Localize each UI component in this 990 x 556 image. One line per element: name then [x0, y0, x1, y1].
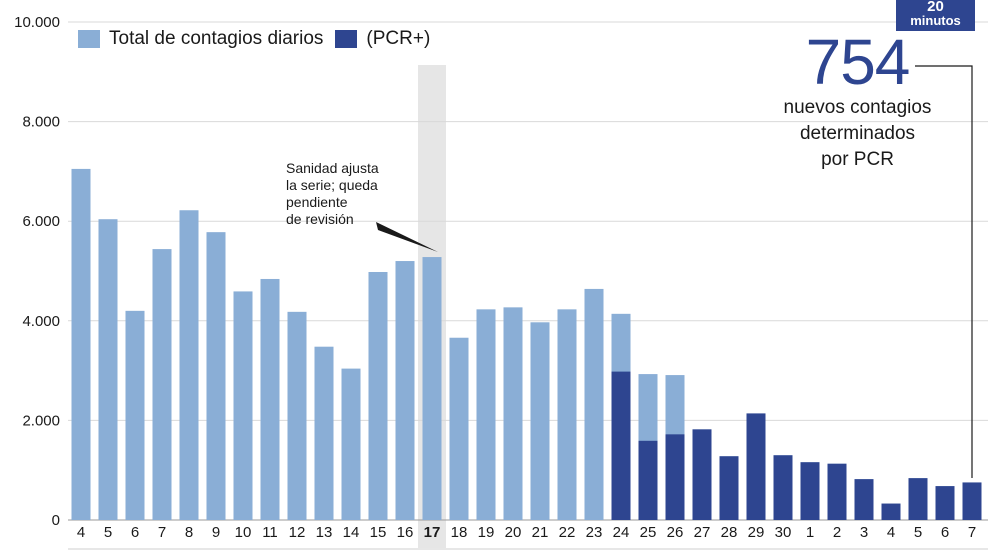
bar-total: [179, 210, 199, 520]
x-tick-label: 9: [212, 524, 220, 541]
note-pointer: [376, 222, 438, 252]
bar-pcr: [692, 429, 712, 520]
callout-text-3: por PCR: [821, 149, 894, 170]
x-tick-label: 1: [806, 524, 814, 541]
revision-note: Sanidad ajusta la serie; queda pendiente…: [286, 160, 416, 228]
legend-swatch-total: [78, 30, 100, 48]
x-tick-label: 3: [860, 524, 868, 541]
bar-pcr: [665, 434, 685, 520]
bar-total: [422, 257, 442, 520]
x-tick-label: 12: [289, 524, 306, 541]
bar-total: [206, 232, 226, 520]
legend-item-total: Total de contagios diarios: [78, 28, 323, 50]
x-tick-label: 2: [833, 524, 841, 541]
brand-logo-text: minutos: [910, 13, 961, 28]
y-tick-label: 8.000: [22, 114, 60, 131]
bar-total: [503, 307, 523, 520]
bar-total: [233, 291, 253, 520]
x-tick-label: 15: [370, 524, 387, 541]
x-tick-label: 18: [451, 524, 468, 541]
bar-total: [368, 271, 388, 520]
bar-pcr: [962, 482, 982, 520]
x-tick-label: 24: [613, 524, 630, 541]
bar-total: [557, 309, 577, 520]
x-tick-label: 20: [505, 524, 522, 541]
bar-pcr: [854, 479, 874, 520]
note-line-1: Sanidad ajusta: [286, 160, 379, 176]
bar-pcr: [719, 456, 739, 520]
note-line-4: de revisión: [286, 211, 354, 227]
bar-pcr: [773, 455, 793, 520]
x-tick-label: 5: [104, 524, 112, 541]
bar-pcr: [638, 440, 658, 520]
note-line-3: pendiente: [286, 194, 348, 210]
bar-total: [260, 278, 280, 520]
callout-number: 754: [805, 26, 911, 98]
x-tick-label: 13: [316, 524, 333, 541]
bar-total: [314, 346, 334, 520]
legend-swatch-pcr: [335, 30, 358, 48]
x-tick-label: 17: [424, 524, 441, 541]
x-tick-label: 8: [185, 524, 193, 541]
y-tick-label: 2.000: [22, 412, 60, 429]
callout-text-2: determinados: [799, 123, 916, 144]
callout-leader-line: [915, 65, 973, 478]
x-tick-label: 16: [397, 524, 414, 541]
x-tick-label: 27: [694, 524, 711, 541]
bar-total: [476, 309, 496, 520]
pcr-callout: 754 nuevos contagios determinados por PC…: [760, 30, 955, 172]
x-tick-label: 28: [721, 524, 738, 541]
x-tick-label: 7: [158, 524, 166, 541]
legend-item-pcr: (PCR+): [335, 28, 430, 50]
y-tick-label: 6.000: [22, 213, 60, 230]
x-tick-label: 10: [235, 524, 252, 541]
x-tick-label: 22: [559, 524, 576, 541]
bar-total: [449, 337, 469, 520]
bar-pcr: [827, 463, 847, 520]
bar-total: [71, 168, 91, 520]
y-tick-label: 0: [52, 512, 60, 529]
x-tick-label: 7: [968, 524, 976, 541]
bar-pcr: [800, 462, 820, 520]
x-tick-label: 19: [478, 524, 495, 541]
x-tick-label: 4: [77, 524, 85, 541]
bar-pcr: [935, 486, 955, 520]
bar-pcr: [881, 503, 901, 520]
callout-text-1: nuevos contagios: [783, 97, 932, 118]
bar-total: [530, 322, 550, 520]
x-tick-label: 5: [914, 524, 922, 541]
legend-label-pcr: (PCR+): [366, 28, 431, 49]
y-tick-label: 10.000: [14, 14, 60, 31]
legend-label-total: Total de contagios diarios: [109, 28, 324, 49]
x-tick-label: 21: [532, 524, 549, 541]
x-tick-label: 11: [262, 524, 278, 541]
bar-total: [395, 261, 415, 520]
bar-pcr: [908, 478, 928, 520]
x-tick-label: 23: [586, 524, 603, 541]
bar-total: [287, 311, 307, 520]
x-tick-label: 6: [131, 524, 139, 541]
bar-total: [341, 368, 361, 520]
bar-total: [125, 310, 145, 520]
x-tick-label: 30: [775, 524, 792, 541]
bar-pcr: [746, 413, 766, 520]
bar-total: [98, 219, 118, 520]
y-tick-label: 4.000: [22, 313, 60, 330]
note-line-2: la serie; queda: [286, 177, 378, 193]
x-tick-label: 14: [343, 524, 360, 541]
x-tick-label: 25: [640, 524, 657, 541]
bar-total: [152, 249, 172, 520]
x-tick-label: 4: [887, 524, 895, 541]
bar-pcr: [611, 371, 631, 520]
bar-total: [584, 288, 604, 520]
brand-logo: 20 minutos: [896, 0, 975, 31]
x-tick-label: 6: [941, 524, 949, 541]
legend: Total de contagios diarios (PCR+): [78, 28, 442, 50]
x-tick-label: 29: [748, 524, 765, 541]
brand-logo-number: 20: [927, 0, 944, 15]
x-tick-label: 26: [667, 524, 684, 541]
